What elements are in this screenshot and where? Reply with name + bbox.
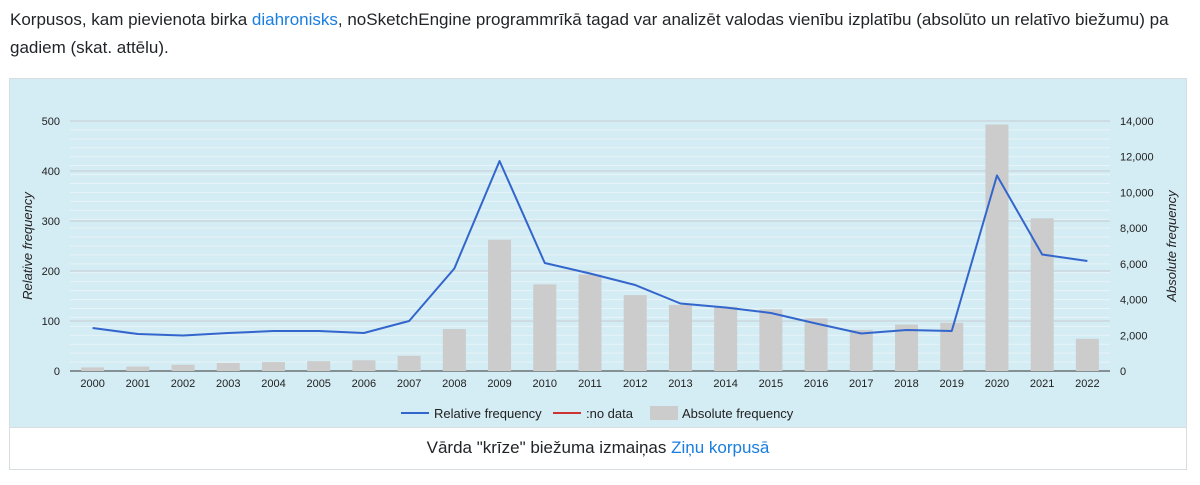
bar <box>442 329 466 371</box>
zinu-korpusa-link[interactable]: Ziņu korpusā <box>671 438 770 457</box>
chart-caption: Vārda "krīze" biežuma izmaiņas Ziņu korp… <box>10 427 1186 469</box>
y2-tick-label: 2,000 <box>1120 330 1148 342</box>
frequency-chart: 0 100 200 300 400 500 0 2,000 4,000 6,000 8,000 10,… <box>20 116 1179 421</box>
y2-tick-label: 10,000 <box>1120 187 1154 199</box>
x-tick-label: 2018 <box>894 378 918 390</box>
y-tick-label: 100 <box>42 316 60 328</box>
x-tick-label: 2015 <box>759 378 783 390</box>
y-tick-label: 200 <box>42 266 60 278</box>
x-tick-label: 2007 <box>397 378 421 390</box>
bar <box>126 366 150 371</box>
bar <box>714 306 738 371</box>
x-tick-label: 2014 <box>713 378 737 390</box>
x-tick-label: 2011 <box>578 378 602 390</box>
x-tick-label: 2004 <box>261 378 285 390</box>
bar <box>668 304 692 371</box>
y-axis-title: Relative frequency <box>20 191 35 300</box>
x-tick-label: 2005 <box>306 378 330 390</box>
y2-tick-label: 14,000 <box>1120 116 1154 128</box>
legend-label-relative: Relative frequency <box>434 406 542 421</box>
x-tick-label: 2017 <box>849 378 873 390</box>
x-tick-label: 2009 <box>487 378 511 390</box>
y2-axis-title: Absolute frequency <box>1164 189 1179 303</box>
bar <box>623 295 647 371</box>
x-tick-label: 2003 <box>216 378 240 390</box>
bar <box>804 318 828 371</box>
y2-tick-label: 8,000 <box>1120 223 1148 235</box>
bar <box>261 362 285 371</box>
x-tick-label: 2002 <box>171 378 195 390</box>
y2-tick-label: 4,000 <box>1120 295 1148 307</box>
x-tick-label: 2013 <box>668 378 692 390</box>
legend-swatch-absolute <box>650 406 678 420</box>
bar <box>397 355 421 371</box>
x-tick-label: 2022 <box>1075 378 1099 390</box>
y-tick-label: 0 <box>54 366 60 378</box>
bar <box>759 309 783 371</box>
bar <box>81 367 105 371</box>
bar <box>216 362 240 371</box>
intro-paragraph: Korpusos, kam pievienota birka diahronis… <box>10 6 1190 62</box>
relative-frequency-line <box>92 160 1088 337</box>
x-tick-label: 2016 <box>804 378 828 390</box>
legend-label-nodata: :no data <box>586 406 634 421</box>
bar <box>1075 338 1099 371</box>
y2-tick-label: 0 <box>1120 366 1126 378</box>
bar <box>940 322 964 371</box>
bar <box>352 360 376 371</box>
x-tick-label: 2021 <box>1030 378 1054 390</box>
y2-tick-label: 12,000 <box>1120 152 1154 164</box>
intro-text-after: , noSketchEngine programmrīkā tagad var … <box>10 10 1169 57</box>
legend-label-absolute: Absolute frequency <box>682 406 794 421</box>
x-tick-label: 2006 <box>352 378 376 390</box>
caption-text: Vārda "krīze" biežuma izmaiņas <box>426 438 672 457</box>
y-tick-label: 300 <box>42 216 60 228</box>
x-tick-label: 2000 <box>80 378 104 390</box>
bar <box>985 124 1009 371</box>
bar <box>1030 218 1054 371</box>
y-tick-label: 400 <box>42 166 60 178</box>
x-tick-label: 2008 <box>442 378 466 390</box>
x-tick-label: 2020 <box>985 378 1009 390</box>
x-tick-label: 2010 <box>533 378 557 390</box>
chart-area: 0 100 200 300 400 500 0 2,000 4,000 6,000 8,000 10,… <box>10 79 1186 427</box>
bar <box>533 284 557 371</box>
bar <box>849 329 873 371</box>
bar <box>488 239 512 371</box>
x-tick-label: 2001 <box>126 378 150 390</box>
bar <box>578 274 602 371</box>
bar <box>307 361 331 371</box>
chart-figure: 0 100 200 300 400 500 0 2,000 4,000 6,000 8,000 10,… <box>9 78 1187 470</box>
y-tick-label: 500 <box>42 116 60 128</box>
diahronisks-link[interactable]: diahronisks <box>251 10 338 29</box>
x-tick-label: 2012 <box>623 378 647 390</box>
y2-tick-label: 6,000 <box>1120 259 1148 271</box>
bar <box>895 324 919 371</box>
intro-text-before: Korpusos, kam pievienota birka <box>10 10 252 29</box>
x-tick-label: 2019 <box>939 378 963 390</box>
bar <box>171 364 195 371</box>
